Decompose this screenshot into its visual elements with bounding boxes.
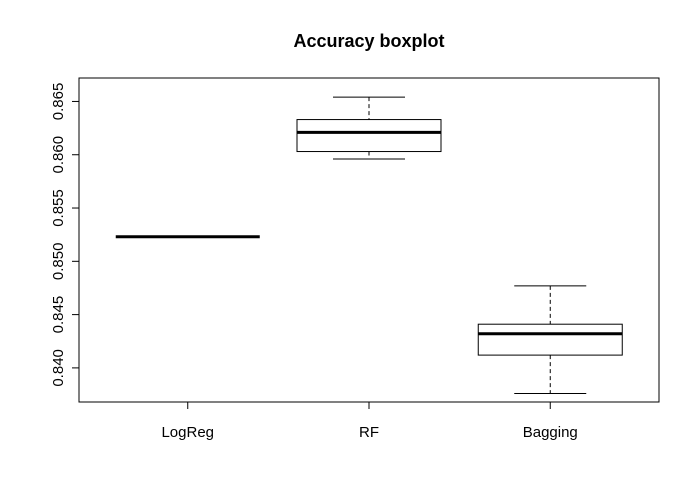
y-tick-label: 0.860 <box>50 136 67 174</box>
y-tick-label: 0.845 <box>50 296 67 334</box>
x-tick-label-logreg: LogReg <box>161 424 214 441</box>
iqr-box <box>296 119 442 153</box>
chart-title: Accuracy boxplot <box>293 31 444 51</box>
x-tick-label-bagging: Bagging <box>523 424 578 441</box>
iqr-box <box>477 323 623 356</box>
y-tick-label: 0.865 <box>50 83 67 121</box>
y-tick-label: 0.840 <box>50 349 67 387</box>
box-bagging <box>477 285 623 394</box>
x-tick-label-rf: RF <box>359 424 379 441</box>
y-tick-label: 0.855 <box>50 189 67 227</box>
box-series <box>115 96 623 394</box>
y-tick-label: 0.850 <box>50 243 67 281</box>
x-axis: LogReg RF Bagging <box>161 401 578 441</box>
y-axis: 0.840 0.845 0.850 0.855 0.860 0.865 <box>50 83 80 387</box>
box-rf <box>296 96 442 160</box>
